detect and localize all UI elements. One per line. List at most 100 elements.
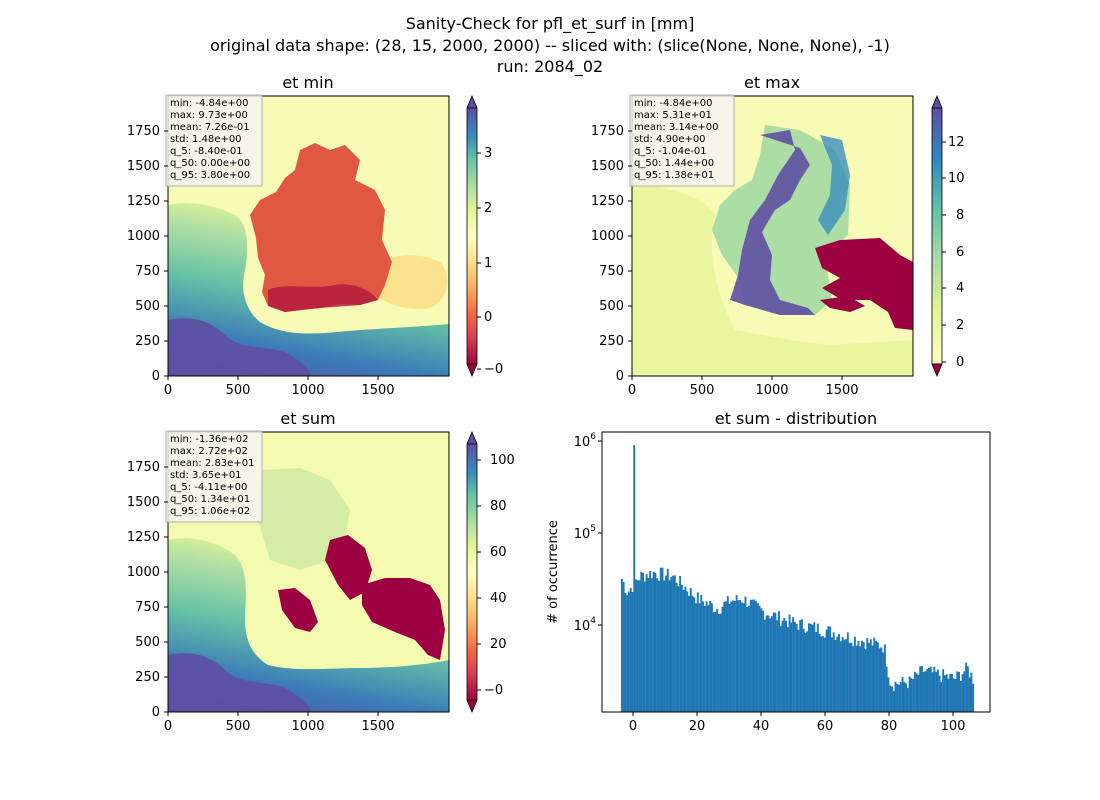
histogram-bar [929,666,932,712]
x-tick-label: 500 [226,719,251,734]
histogram-bar [834,640,837,712]
histogram-bar [898,684,900,712]
panel-title: et sum [280,409,335,428]
stat-mean: mean: 3.14e+00 [634,122,718,133]
colorbar-extend-top [466,430,478,445]
stat-q95: q_95: 3.80e+00 [170,170,250,181]
histogram-bar [703,606,706,712]
heatmap-masked-region-small [820,296,865,312]
histogram-bar [710,603,713,712]
histogram-bar [873,637,876,712]
histogram-bar [830,637,833,712]
y-axis-label: # of occurrence [546,520,561,624]
colorbar-tick-label: 3 [484,146,492,161]
colorbar-tick-label: 2 [956,318,964,333]
histogram-bar [921,665,923,712]
y-tick-label: 750 [135,264,160,279]
histogram-bar [778,611,780,712]
histogram-bar [892,690,895,712]
histogram-bar [862,642,865,712]
histogram-bar [682,589,685,712]
heatmap-sea-region [632,180,913,376]
stats-box: min: -4.84e+00 max: 5.31e+01 mean: 3.14e… [629,94,735,187]
histogram-bar [695,603,697,712]
heatmap-image [168,432,449,712]
stat-min: min: -1.36e+02 [170,434,249,445]
x-tick-label: 80 [881,719,898,734]
histogram-bar [806,631,809,712]
histogram-bar [744,596,747,712]
x-tick-label: 1000 [291,719,324,734]
histogram-bar [924,671,927,712]
histogram-bar [624,593,627,712]
histogram-bar [783,617,786,712]
histogram-bar [631,592,634,712]
histogram-bar [928,667,930,712]
histogram-bar [779,625,782,712]
heatmap-deep-sea-region [168,653,312,712]
histogram-bar [668,580,671,712]
histogram-bar [633,445,636,712]
colorbar-extend-bottom [466,699,478,714]
histogram-bar [643,581,646,712]
colorbar-tick-label: 1 [484,256,492,271]
histogram-bar [972,683,975,712]
histogram-bar [627,591,630,712]
histogram-bar [749,599,752,712]
histogram-bar [636,580,639,712]
y-tick-exponent: 4 [590,616,596,626]
y-tick-label: 500 [135,299,160,314]
histogram-bar [852,646,855,712]
histogram-bar [827,626,830,712]
colorbar-tick-label: 40 [490,591,507,606]
histogram-bar [942,669,945,712]
histogram-bar [691,595,694,712]
histogram-bar [737,600,740,712]
histogram-bar [688,595,690,712]
histogram-bar [850,642,853,712]
histogram-bar [652,571,655,712]
colorbar-tick-label: 2 [484,201,492,216]
y-tick-label: 105 [574,524,596,542]
histogram-bar [622,581,625,712]
histogram-bar [869,639,872,712]
histogram-bar [693,597,696,712]
histogram-bar [820,636,823,712]
colorbar-tick-label: 10 [948,171,965,186]
colorbar: −0 0 1 2 3 [466,94,503,378]
histogram-bar [860,640,863,712]
stat-q5: q_5: -1.04e-01 [634,146,707,157]
colorbar-tick-label: 0 [484,310,492,325]
histogram-bar [845,639,848,712]
histogram-bar [679,575,682,712]
histogram-bar [712,612,715,712]
histogram-bar [707,605,710,712]
histogram-bar [813,622,816,712]
histogram-bar [910,678,913,712]
histogram-bar [808,623,810,712]
panel-title: et sum - distribution [715,409,877,428]
histogram-bar [822,636,825,712]
colorbar-extend-bottom [466,363,478,378]
colorbar-extend-bottom [931,363,943,378]
heatmap-masked-region [362,578,445,660]
y-tick-label: 1000 [127,565,160,580]
y-ticks: 0 250 500 750 1000 1250 1500 1750 [127,460,168,720]
heatmap-inland-region [250,143,392,312]
histogram-bar [730,601,733,712]
histogram-bar [785,620,788,712]
histogram-bar [954,678,957,712]
histogram-bar [742,603,745,712]
histogram-bar [912,679,915,712]
colorbar-extend-top [931,94,943,109]
colorbar-tick-label: 20 [490,637,507,652]
histogram-bar [751,599,754,712]
stat-q50: q_50: 0.00e+00 [170,158,250,169]
colorbar: 0 2 4 6 8 10 12 [931,94,965,378]
histogram-bar [963,671,966,712]
heatmap-mid-region [818,135,850,235]
x-tick-label: 0 [164,383,172,398]
histogram-bar [802,628,805,712]
y-tick-label: 1500 [127,495,160,510]
